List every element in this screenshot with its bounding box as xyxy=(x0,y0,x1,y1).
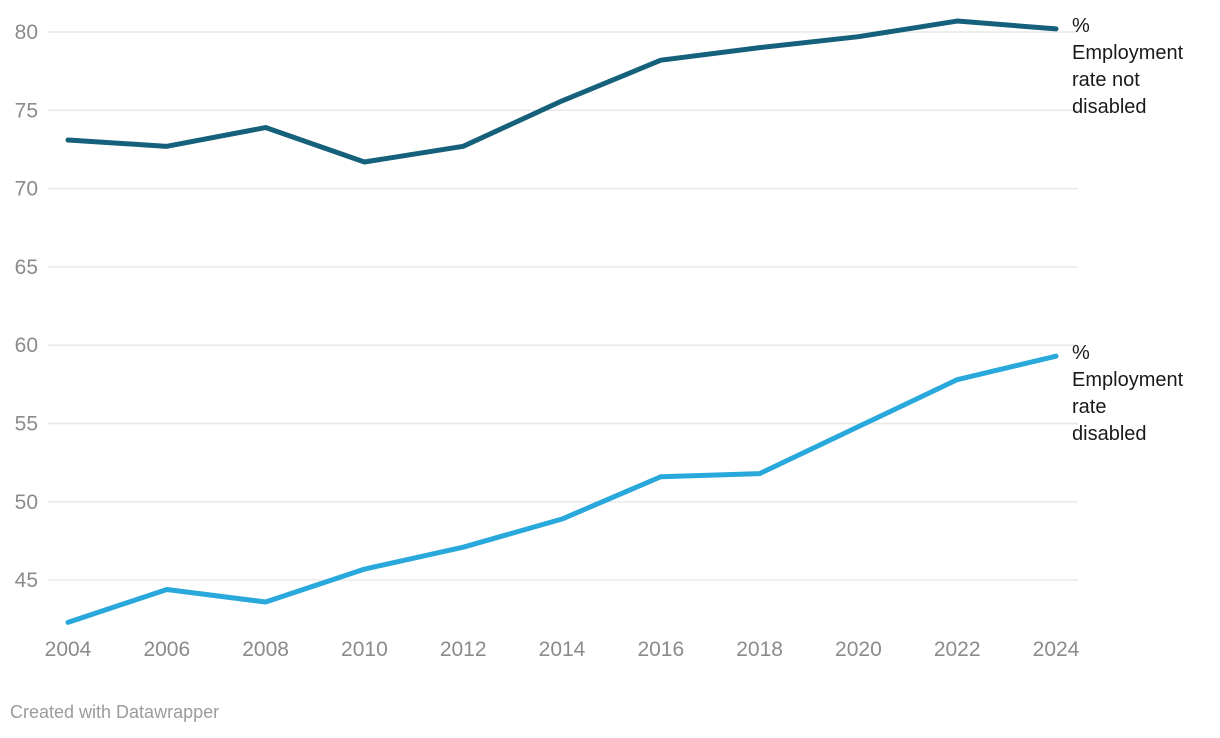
x-axis-tick-label: 2016 xyxy=(637,638,684,661)
series-label-line: disabled xyxy=(1072,96,1147,118)
x-axis-tick-label: 2008 xyxy=(242,638,289,661)
x-axis-tick-label: 2014 xyxy=(539,638,586,661)
y-axis-tick-label: 50 xyxy=(15,491,38,514)
y-axis-tick-label: 70 xyxy=(15,178,38,201)
series-label-not-disabled: % Employment rate not disabled xyxy=(1072,13,1217,121)
x-axis-tick-label: 2006 xyxy=(143,638,190,661)
y-axis-tick-label: 60 xyxy=(15,334,38,357)
series-label-line: % xyxy=(1072,15,1090,37)
series-label-line: Employment xyxy=(1072,42,1184,64)
x-axis-tick-label: 2024 xyxy=(1033,638,1080,661)
x-axis-tick-label: 2018 xyxy=(736,638,783,661)
y-axis-tick-label: 55 xyxy=(15,413,38,436)
y-axis-tick-label: 45 xyxy=(15,569,38,592)
series-label-line: disabled xyxy=(1072,423,1147,445)
x-axis-tick-label: 2012 xyxy=(440,638,487,661)
series-line-disabled xyxy=(65,353,1059,625)
x-axis-tick-label: 2004 xyxy=(45,638,92,661)
series-label-line: % xyxy=(1072,342,1090,364)
series-label-line: rate xyxy=(1072,396,1107,418)
series-line-not-disabled xyxy=(65,18,1059,165)
datawrapper-credit-link[interactable]: Created with Datawrapper xyxy=(10,702,220,722)
x-axis-tick-label: 2010 xyxy=(341,638,388,661)
y-axis-tick-label: 80 xyxy=(15,21,38,44)
x-axis-tick-label: 2022 xyxy=(934,638,981,661)
series-label-line: rate not xyxy=(1072,69,1140,91)
y-axis-tick-label: 75 xyxy=(15,99,38,122)
series-label-line: Employment xyxy=(1072,369,1184,391)
y-axis-tick-label: 65 xyxy=(15,256,38,279)
x-axis-tick-label: 2020 xyxy=(835,638,882,661)
series-label-disabled: % Employment rate disabled xyxy=(1072,340,1217,448)
